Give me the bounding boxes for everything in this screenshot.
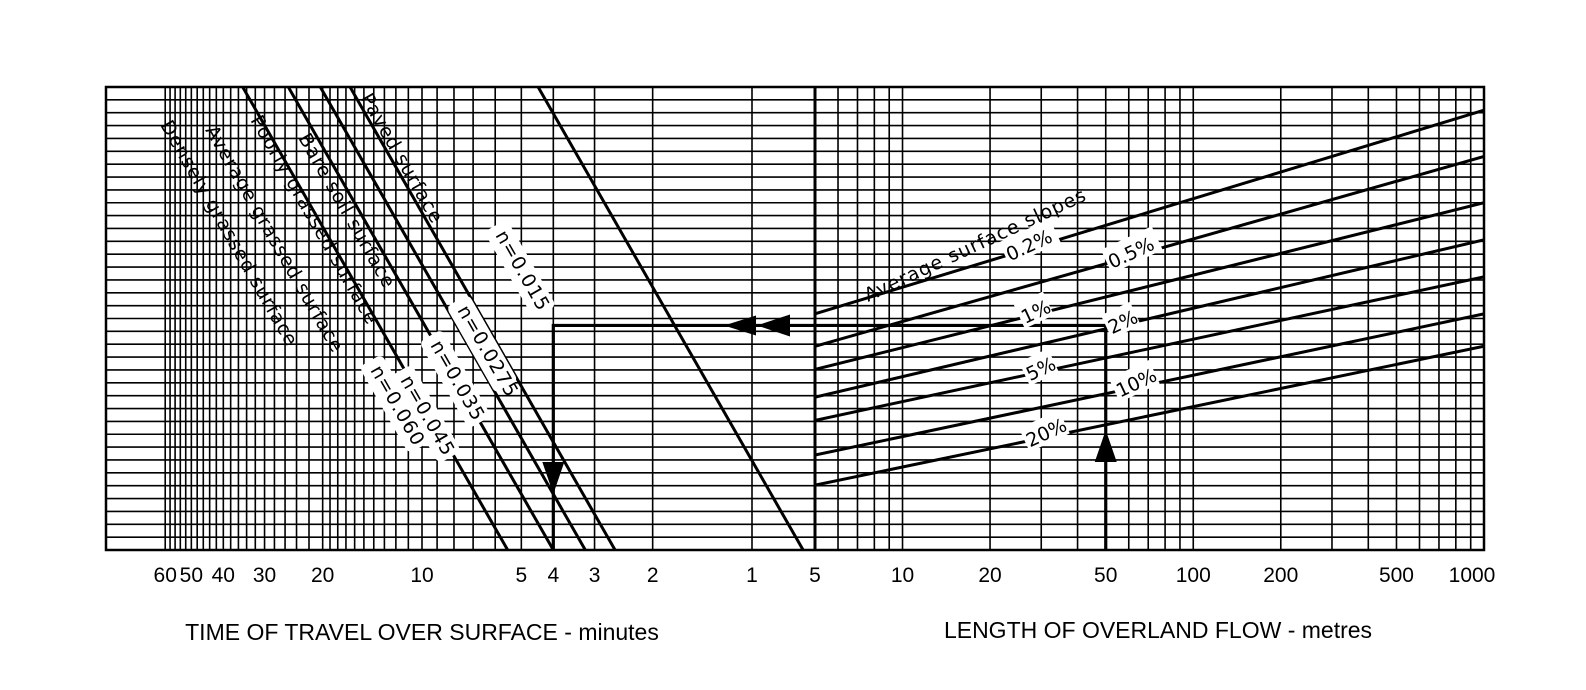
n-label-background [421,331,490,427]
time-tick-label: 4 [547,564,559,587]
length-tick-label: 5 [809,564,821,587]
time-tick-label: 5 [515,564,527,587]
n-label-background [391,366,460,462]
slope-label-background [1100,301,1141,339]
chart-frame [104,85,1486,552]
slope-label-background [1013,291,1054,329]
left-arrow [757,314,790,337]
horizontal-gridlines [106,99,1484,538]
time-tick-label: 40 [212,564,235,587]
down-arrow [542,462,565,494]
time-tick-label: 30 [253,564,276,587]
slope-label-background [1108,360,1160,403]
worked-example-path [542,314,1117,550]
surface-line [286,87,555,550]
length-tick-label: 10 [891,564,914,587]
length-tick-label: 50 [1094,564,1117,587]
n-label-background [486,221,555,317]
time-tick-label: 50 [180,564,203,587]
length-axis-title: LENGTH OF OVERLAND FLOW - metres [944,617,1372,643]
slope-line [815,275,1484,422]
frame-outline [104,85,1486,552]
length-tick-label: 100 [1176,564,1211,587]
example-path [551,323,1108,550]
slope-line [815,238,1484,399]
surface-line [536,87,805,550]
length-tick-label: 1000 [1449,564,1496,587]
n-value-label: n=0.015 [491,227,554,315]
n-label-background [361,356,430,452]
time-tick-label: 10 [410,564,433,587]
length-tick-label: 500 [1379,564,1414,587]
time-tick-label: 2 [647,564,659,587]
time-tick-label: 60 [154,564,177,587]
time-axis-title: TIME OF TRAVEL OVER SURFACE - minutes [185,619,659,645]
surface-line [240,87,509,550]
time-tick-label: 20 [311,564,334,587]
time-tick-label: 1 [746,564,758,587]
tick-labels: 60 50 40 30 20 10 5 4 3 2 1 5 10 20 50 100 200 500 1000 [154,564,1496,587]
left-arrow-base [724,315,756,336]
slope-line [815,108,1484,316]
length-tick-label: 200 [1263,564,1298,587]
slope-label-background [1018,409,1070,453]
n-label-background [448,296,517,392]
surface-name-label: Paved surface [356,90,448,228]
slope-line [815,344,1484,487]
length-tick-label: 20 [978,564,1001,587]
up-arrow [1094,430,1117,462]
time-tick-label: 3 [589,564,601,587]
slope-label-background [1100,226,1163,274]
slope-line [815,201,1484,371]
slope-curves [815,108,1484,487]
slope-label-background [998,218,1061,266]
slope-label-background [1018,348,1059,386]
